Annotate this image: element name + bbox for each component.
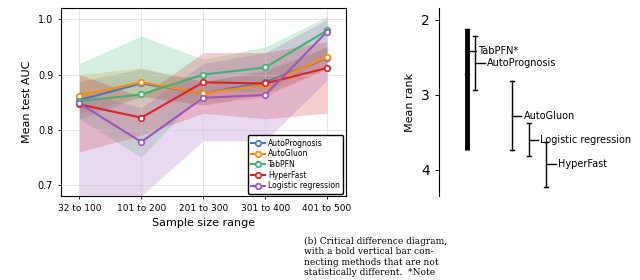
Y-axis label: Mean rank: Mean rank	[405, 73, 415, 132]
Text: HyperFast: HyperFast	[557, 160, 607, 169]
Legend: AutoPrognosis, AutoGluon, TabPFN, HyperFast, Logistic regression: AutoPrognosis, AutoGluon, TabPFN, HyperF…	[248, 135, 344, 194]
Text: AutoGluon: AutoGluon	[524, 111, 575, 121]
X-axis label: Sample size range: Sample size range	[152, 218, 255, 228]
Y-axis label: Mean test AUC: Mean test AUC	[22, 61, 32, 143]
Text: Logistic regression: Logistic regression	[540, 135, 632, 145]
Text: (b) Critical difference diagram,
with a bold vertical bar con-
necting methods t: (b) Critical difference diagram, with a …	[304, 237, 447, 277]
Text: TabPFN*: TabPFN*	[479, 46, 519, 56]
Text: AutoPrognosis: AutoPrognosis	[487, 58, 556, 68]
